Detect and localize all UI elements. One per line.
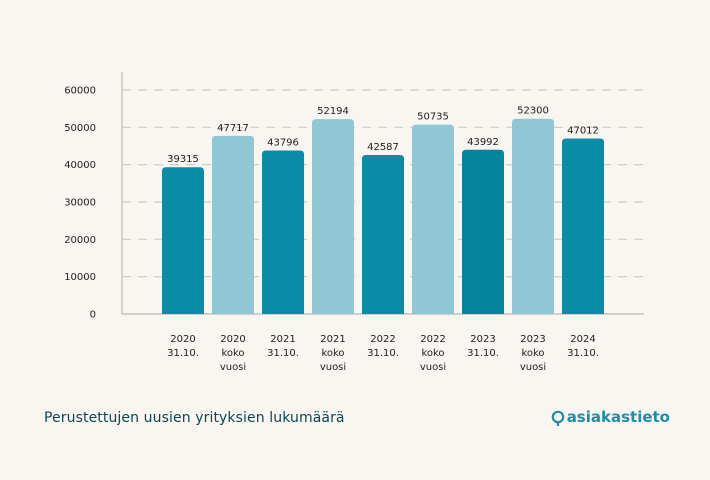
bar [312,119,354,315]
y-tick-label: 0 [90,310,96,321]
data-label: 47717 [217,123,249,134]
bar [212,135,254,314]
y-tick-label: 60000 [64,86,96,97]
bar [412,124,454,315]
bar [162,167,204,314]
data-label: 43796 [267,137,299,148]
y-tick-label: 30000 [64,198,96,209]
x-tick-label: 2024 31.10. [567,334,599,359]
x-tick-label: 2022 31.10. [367,334,399,359]
y-tick-label: 10000 [64,272,96,283]
bar [262,150,304,314]
bar [362,155,404,314]
y-tick-label: 50000 [64,123,96,134]
data-labels: 39315 47717 43796 52194 42587 50735 43992 52300… [167,106,599,165]
data-label: 47012 [567,125,599,136]
x-tick-label: 2020 31.10. [167,334,199,359]
x-tick-label: 2021 koko vuosi [320,334,346,373]
bar [512,118,554,314]
x-tick-label: 2021 31.10. [267,334,299,359]
x-tick-label: 2023 31.10. [467,334,499,359]
data-label: 52194 [317,106,349,117]
data-label: 43992 [467,137,499,148]
data-label: 42587 [367,142,399,153]
bar-chart: 39315 47717 43796 52194 42587 50735 43992 52300… [64,72,644,373]
x-tick-label: 2023 koko vuosi [520,334,546,373]
location-pin-icon [551,410,565,427]
chart-title: Perustettujen uusien yrityksien lukumäär… [44,410,345,426]
brand-name: asiakastieto [566,408,670,426]
data-label: 52300 [517,106,549,117]
bar [462,149,504,314]
y-tick-label: 40000 [64,160,96,171]
data-label: 39315 [167,154,199,165]
x-tick-label: 2020 koko vuosi [220,334,246,373]
x-tick-labels: 2020 31.10. 2020 koko vuosi 2021 31.10. 2021 kok… [167,334,599,373]
y-tick-label: 20000 [64,235,96,246]
bars [162,118,604,315]
bar [562,138,604,314]
data-label: 50735 [417,112,449,123]
y-tick-labels: 0 10000 20000 30000 40000 50000 60000 [64,86,96,321]
x-tick-label: 2022 koko vuosi [420,334,446,373]
brand-logo: asiakastieto [551,408,670,427]
